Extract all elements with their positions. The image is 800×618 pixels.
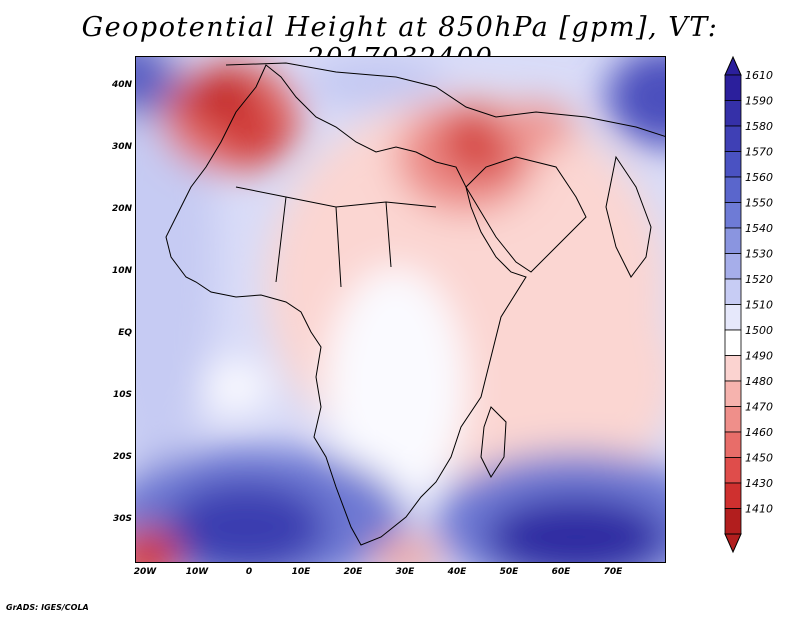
colorbar-level-label: 1430 bbox=[745, 477, 773, 490]
colorbar-level-label: 1580 bbox=[745, 120, 773, 133]
colorbar-level-label: 1500 bbox=[745, 324, 773, 337]
colorbar-level-label: 1520 bbox=[745, 273, 773, 286]
colorbar-level-label: 1530 bbox=[745, 248, 773, 261]
colorbar-swatch bbox=[724, 380, 742, 407]
country-borders bbox=[235, 186, 437, 288]
lon-label-0: 0 bbox=[245, 567, 253, 577]
colorbar-swatch bbox=[724, 125, 742, 152]
arabia-outline bbox=[465, 156, 587, 273]
colorbar-swatch bbox=[724, 74, 742, 101]
colorbar-swatch bbox=[724, 253, 742, 280]
india-outline bbox=[605, 155, 652, 278]
lon-label-40e: 40E bbox=[447, 567, 467, 577]
colorbar-bottom-arrow bbox=[724, 533, 742, 554]
lon-label-20e: 20E bbox=[343, 567, 363, 577]
lat-label-20n: 20N bbox=[111, 204, 132, 214]
lon-label-20w: 20W bbox=[133, 567, 157, 577]
colorbar-swatch bbox=[724, 355, 742, 382]
colorbar-swatch bbox=[724, 431, 742, 458]
lon-label-70e: 70E bbox=[603, 567, 623, 577]
colorbar-level-label: 1470 bbox=[745, 401, 773, 414]
colorbar-level-label: 1560 bbox=[745, 171, 773, 184]
colorbar: 1610 1590 1580 1570 1560 1550 1540 1530 1520 1510… bbox=[724, 55, 773, 554]
colorbar-level-label: 1510 bbox=[745, 299, 773, 312]
lat-label-30n: 30N bbox=[111, 142, 132, 152]
lon-label-10e: 10E bbox=[291, 567, 311, 577]
lat-label-40n: 40N bbox=[111, 80, 132, 90]
madagascar-outline bbox=[480, 406, 507, 479]
colorbar-top-arrow bbox=[724, 55, 742, 76]
colorbar-level-label: 1450 bbox=[745, 452, 773, 465]
colorbar-swatch bbox=[724, 508, 742, 535]
lon-label-30e: 30E bbox=[395, 567, 415, 577]
lon-label-60e: 60E bbox=[551, 567, 571, 577]
colorbar-swatch bbox=[724, 202, 742, 229]
colorbar-swatch bbox=[724, 329, 742, 356]
colorbar-level-label: 1550 bbox=[745, 197, 773, 210]
lon-label-10w: 10W bbox=[185, 567, 209, 577]
lat-label-10s: 10S bbox=[112, 390, 132, 400]
lon-label-50e: 50E bbox=[499, 567, 519, 577]
colorbar-swatch bbox=[724, 482, 742, 509]
lat-label-eq: EQ bbox=[118, 328, 132, 338]
map-panel bbox=[135, 56, 666, 563]
colorbar-swatch bbox=[724, 304, 742, 331]
colorbar-swatch bbox=[724, 406, 742, 433]
colorbar-swatch bbox=[724, 227, 742, 254]
colorbar-swatch bbox=[724, 278, 742, 305]
colorbar-level-label: 1480 bbox=[745, 375, 773, 388]
colorbar-level-label: 1460 bbox=[745, 426, 773, 439]
colorbar-swatch bbox=[724, 151, 742, 178]
colorbar-swatch bbox=[724, 457, 742, 484]
lat-label-10n: 10N bbox=[111, 266, 132, 276]
colorbar-swatch bbox=[724, 176, 742, 203]
europe-coast bbox=[225, 62, 665, 137]
footer-credit: GrADS: IGES/COLA bbox=[6, 603, 89, 612]
colorbar-level-label: 1410 bbox=[745, 503, 773, 516]
colorbar-level-label: 1570 bbox=[745, 146, 773, 159]
colorbar-level-label: 1490 bbox=[745, 350, 773, 363]
geopotential-field bbox=[136, 57, 665, 562]
colorbar-swatch bbox=[724, 100, 742, 127]
africa-outline bbox=[165, 64, 527, 546]
lat-label-20s: 20S bbox=[112, 452, 132, 462]
colorbar-level-label: 1610 bbox=[745, 69, 773, 82]
colorbar-level-label: 1590 bbox=[745, 95, 773, 108]
colorbar-level-label: 1540 bbox=[745, 222, 773, 235]
lat-label-30s: 30S bbox=[112, 514, 132, 524]
